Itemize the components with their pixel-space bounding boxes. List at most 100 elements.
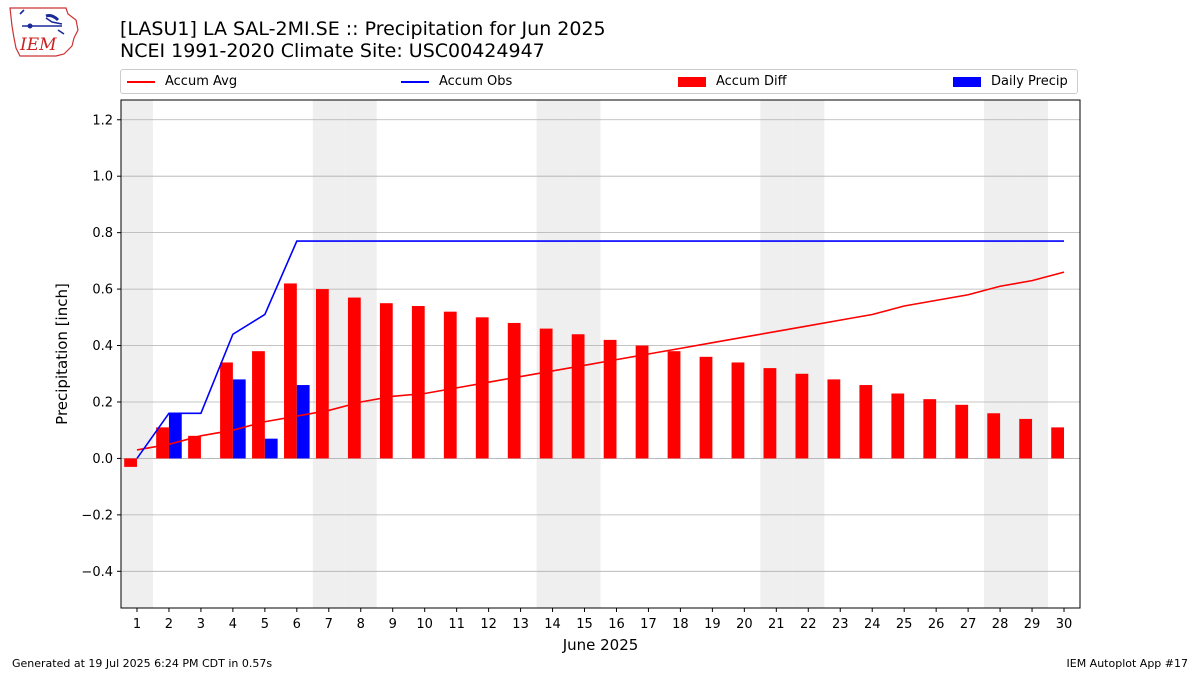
chart-subtitle: NCEI 1991-2020 Climate Site: USC00424947 (120, 40, 545, 62)
bar-accum-diff-day-8 (347, 297, 361, 459)
logo-text: IEM (19, 35, 57, 55)
y-tick-label: −0.2 (81, 508, 113, 523)
line-accum-avg (136, 271, 1065, 451)
bar-accum-diff-day-25 (891, 393, 905, 459)
bar-accum-diff-day-21 (763, 368, 777, 459)
x-tick-label: 12 (480, 617, 497, 632)
bar-accum-diff-day-27 (955, 404, 969, 459)
x-tick-label: 11 (448, 617, 465, 632)
weekend-shade-day-28 (984, 100, 1017, 608)
weekend-shade-day-1 (121, 100, 153, 608)
x-tick-label: 3 (197, 617, 205, 632)
legend-item-daily-precip: Daily Precip (953, 74, 1068, 90)
bar-accum-diff-day-29 (1019, 418, 1033, 459)
line-accum-obs (136, 240, 1065, 459)
bar-accum-diff-day-19 (699, 356, 713, 459)
bar-accum-diff-day-22 (795, 373, 809, 459)
y-tick-label: 0.0 (92, 452, 113, 467)
x-tick-label: 20 (736, 617, 753, 632)
bar-accum-diff-day-1 (124, 458, 137, 467)
bar-accum-diff-day-6 (284, 283, 297, 459)
x-tick-label: 17 (640, 617, 657, 632)
weekend-shade-day-29 (1016, 100, 1049, 608)
x-tick-label: 26 (928, 617, 945, 632)
bar-daily-precip-day-5 (264, 438, 278, 459)
weekend-shade-day-22 (792, 100, 825, 608)
y-tick-label: 0.4 (92, 339, 113, 354)
legend-item-accum-avg: Accum Avg (127, 74, 237, 90)
legend-label-accum-diff: Accum Diff (716, 74, 787, 89)
x-tick-label: 21 (768, 617, 785, 632)
bar-accum-diff-day-18 (667, 351, 681, 459)
legend-label-accum-obs: Accum Obs (439, 74, 513, 89)
x-tick-label: 24 (864, 617, 881, 632)
x-tick-label: 23 (832, 617, 849, 632)
bar-accum-diff-day-16 (603, 339, 617, 459)
x-tick-label: 4 (229, 617, 237, 632)
x-tick-label: 15 (576, 617, 593, 632)
bar-accum-diff-day-9 (379, 303, 393, 459)
legend-swatch-daily-precip (953, 76, 981, 87)
x-axis-label: June 2025 (562, 636, 639, 654)
x-tick-label: 27 (960, 617, 977, 632)
bar-accum-diff-day-23 (827, 379, 841, 459)
y-tick-label: 1.2 (92, 113, 113, 128)
bar-accum-diff-day-7 (315, 289, 329, 459)
legend-swatch-accum-obs (401, 80, 429, 83)
legend-item-accum-obs: Accum Obs (401, 74, 512, 90)
x-tick-label: 22 (800, 617, 817, 632)
bar-accum-diff-day-2 (156, 427, 169, 459)
legend-item-accum-diff: Accum Diff (678, 74, 787, 90)
weekend-shade-day-21 (760, 100, 793, 608)
x-tick-label: 1 (133, 617, 141, 632)
bar-accum-diff-day-3 (188, 435, 201, 459)
x-tick-label: 10 (416, 617, 433, 632)
grid-lines (121, 119, 1080, 572)
x-tick-label: 30 (1056, 617, 1073, 632)
x-tick-label: 7 (325, 617, 333, 632)
bar-accum-diff-day-28 (987, 413, 1001, 459)
x-tick-label: 14 (544, 617, 561, 632)
y-tick-label: 0.6 (92, 283, 113, 298)
bar-daily-precip-day-6 (296, 385, 310, 459)
x-tick-label: 19 (704, 617, 721, 632)
x-tick-label: 28 (992, 617, 1009, 632)
footer-app: IEM Autoplot App #17 (1066, 657, 1189, 670)
bar-accum-diff-day-11 (443, 311, 457, 459)
bar-daily-precip-day-2 (168, 413, 182, 459)
y-tick-label: 0.2 (92, 395, 113, 410)
y-tick-label: 0.8 (92, 226, 113, 241)
x-tick-label: 18 (672, 617, 689, 632)
plot-frame (120, 99, 1081, 609)
lines (136, 240, 1065, 459)
x-tick-label: 5 (261, 617, 269, 632)
bar-accum-diff-day-26 (923, 399, 937, 459)
bar-accum-diff-day-17 (635, 345, 649, 459)
legend-label-daily-precip: Daily Precip (991, 74, 1068, 89)
footer-generated: Generated at 19 Jul 2025 6:24 PM CDT in … (12, 657, 273, 670)
x-tick-label: 13 (512, 617, 529, 632)
bar-accum-diff-day-12 (475, 317, 489, 459)
y-axis-label: Precipitation [inch] (53, 283, 71, 425)
bars (124, 283, 1065, 467)
legend-swatch-accum-avg (127, 80, 155, 83)
x-tick-label: 2 (165, 617, 173, 632)
bar-accum-diff-day-20 (731, 362, 745, 459)
legend-swatch-accum-diff (678, 76, 706, 87)
bar-accum-diff-day-4 (220, 362, 233, 459)
x-tick-label: 9 (389, 617, 397, 632)
iem-logo: IEM (6, 4, 84, 64)
bar-accum-diff-day-5 (252, 351, 265, 459)
bar-accum-diff-day-14 (539, 328, 553, 459)
bar-accum-diff-day-24 (859, 385, 873, 459)
y-tick-label: 1.0 (92, 170, 113, 185)
x-tick-label: 8 (357, 617, 365, 632)
x-tick-label: 16 (608, 617, 625, 632)
legend-label-accum-avg: Accum Avg (165, 74, 238, 89)
legend: Accum Avg Accum Obs Accum Diff Daily Pre… (120, 69, 1078, 94)
x-tick-label: 25 (896, 617, 913, 632)
bar-accum-diff-day-10 (411, 306, 425, 459)
bar-accum-diff-day-15 (571, 334, 585, 459)
axis-ticks: −0.4−0.20.00.20.40.60.81.01.21 2 3 4 5 6 7 8 9 10… (81, 113, 1072, 632)
